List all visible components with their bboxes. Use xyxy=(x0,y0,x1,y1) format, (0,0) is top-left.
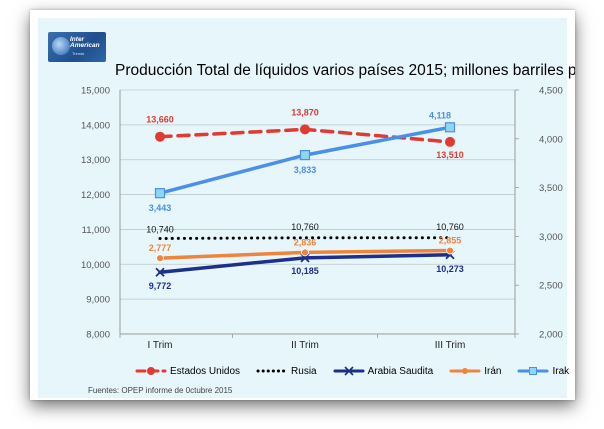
data-point-estados-unidos xyxy=(445,136,455,147)
data-label-iran: 2,777 xyxy=(149,243,172,253)
x-tick-label: II Trim xyxy=(291,340,319,351)
globe-icon xyxy=(52,37,70,55)
data-label-rusia: 10,760 xyxy=(436,222,464,232)
y-right-tick-label: 4,000 xyxy=(539,134,563,145)
data-point-iran xyxy=(156,254,164,263)
legend-swatch xyxy=(333,366,365,376)
data-label-rusia: 10,760 xyxy=(291,222,319,232)
y-left-tick-label: 15,000 xyxy=(81,86,110,97)
chart-title: Producción Total de líquidos varios país… xyxy=(115,62,575,79)
data-point-arabia-saudita xyxy=(155,267,165,277)
y-left-tick-label: 9,000 xyxy=(86,295,110,306)
y-left-tick-label: 8,000 xyxy=(86,330,110,341)
plot-area xyxy=(120,90,515,334)
legend-swatch xyxy=(256,369,288,373)
legend-swatch xyxy=(135,367,167,375)
data-label-arabia-saudita: 10,185 xyxy=(291,266,319,276)
data-label-irak: 3,833 xyxy=(294,165,317,175)
y-right-tick-label: 3,000 xyxy=(539,232,563,243)
y-left-tick-label: 14,000 xyxy=(81,120,110,131)
legend-swatch xyxy=(449,368,481,374)
data-label-estados-unidos: 13,660 xyxy=(146,115,174,125)
y-right-tick-label: 3,500 xyxy=(539,183,563,194)
y-right-tick-label: 4,500 xyxy=(539,86,563,97)
legend-item-rusia: Rusia xyxy=(256,366,317,377)
series-line-rusia xyxy=(158,236,452,240)
legend-label: Irak xyxy=(552,365,570,377)
source-note: Fuentes: OPEP informe de 0ctubre 2015 xyxy=(88,386,233,395)
legend-label: Arabia Saudita xyxy=(367,365,434,377)
legend-item-arabia-saudita: Arabia Saudita xyxy=(333,365,434,377)
x-tick-label: III Trim xyxy=(435,340,466,351)
legend-label: Rusia xyxy=(291,365,317,377)
y-left-tick-label: 10,000 xyxy=(81,260,110,271)
data-label-estados-unidos: 13,510 xyxy=(436,150,464,160)
data-label-iran: 2,855 xyxy=(439,236,462,246)
chart-card: Inter American Trends Producción Total d… xyxy=(30,10,575,400)
logo-line-3: Trends xyxy=(72,51,85,56)
data-point-irak xyxy=(444,122,456,133)
y-left-tick-label: 12,000 xyxy=(81,190,110,201)
logo-line-1: Inter xyxy=(70,36,85,43)
x-tick-label: I Trim xyxy=(148,340,173,351)
data-point-estados-unidos xyxy=(155,131,165,142)
chart-legend: Estados Unidos Rusia Arabia Saudita Irán Ira… xyxy=(135,364,575,378)
legend-label: Irán xyxy=(484,365,502,377)
legend-item-iran: Irán xyxy=(449,366,501,377)
data-label-irak: 3,443 xyxy=(149,203,172,213)
data-point-iran xyxy=(301,248,309,257)
data-point-irak xyxy=(299,149,311,161)
data-label-arabia-saudita: 10,273 xyxy=(436,264,464,274)
legend-swatch xyxy=(517,367,549,375)
company-logo: Inter American Trends xyxy=(48,32,106,62)
data-label-iran: 2,836 xyxy=(294,237,317,247)
y-left-tick-label: 13,000 xyxy=(81,155,110,166)
legend-label: Estados Unidos xyxy=(170,365,241,377)
y-right-tick-label: 2,500 xyxy=(539,281,563,292)
logo-line-2: American xyxy=(70,42,100,49)
data-label-rusia: 10,740 xyxy=(146,224,174,234)
legend-item-estados-unidos: Estados Unidos xyxy=(135,366,240,377)
data-point-irak xyxy=(154,188,166,199)
data-point-iran xyxy=(446,246,454,255)
chart-svg: 8,000 9,000 10,000 11,000 12,000 13,000 14,000… xyxy=(81,86,563,352)
data-point-estados-unidos xyxy=(300,124,310,135)
data-label-irak: 4,118 xyxy=(429,110,451,120)
data-label-arabia-saudita: 9,772 xyxy=(149,281,172,291)
x-marker-stroke xyxy=(155,267,165,277)
logo-text: Inter American xyxy=(70,36,100,49)
y-right-tick-label: 2,000 xyxy=(539,330,563,341)
y-left-tick-label: 11,000 xyxy=(82,225,110,236)
data-label-estados-unidos: 13,870 xyxy=(291,107,319,117)
legend-item-irak: Irak xyxy=(517,366,569,377)
